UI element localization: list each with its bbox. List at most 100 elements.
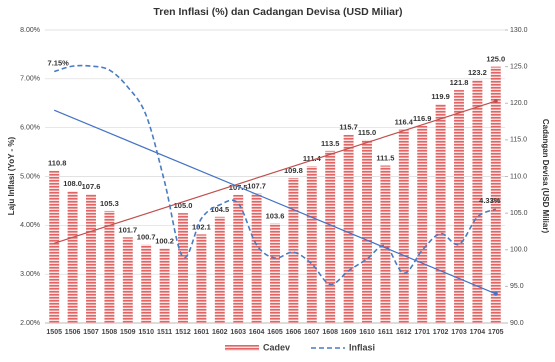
bar-value-label: 105.3 — [100, 199, 119, 208]
bar-value-label: 101.7 — [118, 225, 137, 234]
x-tick-label: 1603 — [230, 329, 246, 336]
bar — [196, 234, 207, 323]
bar — [141, 244, 152, 323]
bar-value-label: 110.8 — [48, 159, 66, 168]
bar — [104, 210, 115, 323]
x-tick-label: 1610 — [359, 329, 375, 336]
x-tick-label: 1505 — [46, 329, 62, 336]
x-tick-label: 1611 — [378, 329, 393, 336]
line-value-label: 4.33% — [479, 196, 501, 205]
bar — [325, 150, 336, 323]
y-tick-label: 7.00% — [20, 76, 40, 83]
bar — [178, 213, 188, 323]
bar — [288, 177, 299, 323]
bar-value-label: 103.6 — [266, 211, 285, 220]
x-tick-label: 1509 — [120, 329, 136, 336]
x-tick-label: 1612 — [396, 329, 412, 336]
x-tick-label: 1510 — [138, 329, 154, 336]
bar-value-label: 119.9 — [431, 92, 449, 101]
y2-tick-label: 115.0 — [510, 137, 527, 144]
x-tick-label: 1605 — [267, 329, 283, 336]
bar — [380, 165, 391, 323]
bar-value-label: 115.0 — [358, 128, 376, 137]
bar-value-label: 121.8 — [450, 78, 469, 87]
x-tick-label: 1608 — [322, 329, 338, 336]
bar-value-label: 104.5 — [210, 205, 229, 214]
x-tick-label: 1702 — [433, 329, 449, 336]
y-tick-label: 2.00% — [20, 320, 40, 327]
x-tick-label: 1507 — [83, 329, 99, 336]
y2-axis-title: Cadangan Devisa (USD Miliar) — [541, 119, 550, 234]
y2-tick-label: 90.0 — [510, 320, 524, 327]
bar — [270, 223, 280, 323]
bar — [49, 170, 60, 323]
x-tick-label: 1705 — [488, 329, 504, 336]
x-tick-label: 1508 — [102, 329, 118, 336]
y2-tick-label: 105.0 — [510, 210, 528, 217]
bar-value-label: 105.0 — [174, 201, 193, 210]
bar-value-label: 116.9 — [413, 114, 431, 123]
bar — [122, 237, 133, 323]
chart-title: Tren Inflasi (%) dan Cadangan Devisa (US… — [153, 6, 402, 18]
bar-value-label: 109.8 — [284, 166, 303, 175]
legend-swatch — [225, 345, 259, 351]
bar — [398, 129, 409, 323]
y2-tick-label: 100.0 — [510, 247, 528, 254]
bar — [454, 90, 464, 323]
x-tick-label: 1701 — [414, 329, 430, 336]
bar — [306, 166, 317, 323]
x-tick-label: 1607 — [304, 329, 320, 336]
bar-value-label: 108.0 — [63, 179, 82, 188]
bar — [490, 66, 501, 323]
bar-value-label: 125.0 — [486, 55, 505, 64]
x-tick-label: 1604 — [249, 329, 265, 336]
bar — [362, 139, 372, 323]
x-tick-label: 1609 — [341, 329, 357, 336]
bar-value-label: 116.4 — [395, 118, 414, 127]
y-tick-label: 3.00% — [20, 271, 40, 278]
x-tick-label: 1704 — [470, 329, 486, 336]
y-tick-label: 5.00% — [20, 173, 40, 180]
y2-tick-label: 95.0 — [510, 283, 524, 290]
bar — [86, 194, 96, 323]
trend-end — [493, 99, 498, 104]
bar — [233, 194, 244, 323]
bar-value-label: 107.7 — [247, 181, 266, 190]
y2-tick-label: 125.0 — [510, 63, 528, 70]
bar-value-label: 113.5 — [321, 139, 339, 148]
x-tick-label: 1703 — [451, 329, 467, 336]
bar-value-label: 107.6 — [82, 182, 101, 191]
y-tick-label: 6.00% — [20, 125, 40, 132]
bar-value-label: 100.2 — [155, 236, 174, 245]
trend-end — [493, 291, 498, 296]
bar-value-label: 115.7 — [339, 123, 357, 132]
legend-label: Inflasi — [349, 342, 375, 352]
bar-value-label: 111.4 — [303, 154, 322, 163]
bar — [417, 125, 428, 324]
bar-value-label: 102.1 — [192, 222, 211, 231]
y2-tick-label: 120.0 — [510, 100, 528, 107]
bar-value-label: 111.5 — [376, 153, 394, 162]
line — [53, 64, 497, 286]
x-tick-label: 1601 — [194, 329, 210, 336]
x-tick-label: 1606 — [286, 329, 302, 336]
y-tick-label: 4.00% — [20, 222, 40, 229]
y2-tick-label: 110.0 — [510, 173, 527, 180]
bar — [159, 248, 170, 323]
x-tick-label: 1512 — [175, 329, 191, 336]
bar — [251, 193, 262, 323]
y-tick-label: 8.00% — [20, 27, 40, 34]
bar — [214, 216, 225, 323]
x-tick-label: 1506 — [65, 329, 81, 336]
bar — [67, 191, 78, 323]
trend-line — [53, 109, 497, 295]
legend-label: Cadev — [263, 342, 290, 352]
bar — [343, 134, 354, 323]
x-tick-label: 1602 — [212, 329, 228, 336]
line-value-label: 7.15% — [48, 58, 70, 67]
bar-value-label: 100.7 — [137, 233, 156, 242]
bar-value-label: 123.2 — [468, 68, 487, 77]
bar — [472, 79, 483, 323]
bar — [435, 103, 446, 323]
